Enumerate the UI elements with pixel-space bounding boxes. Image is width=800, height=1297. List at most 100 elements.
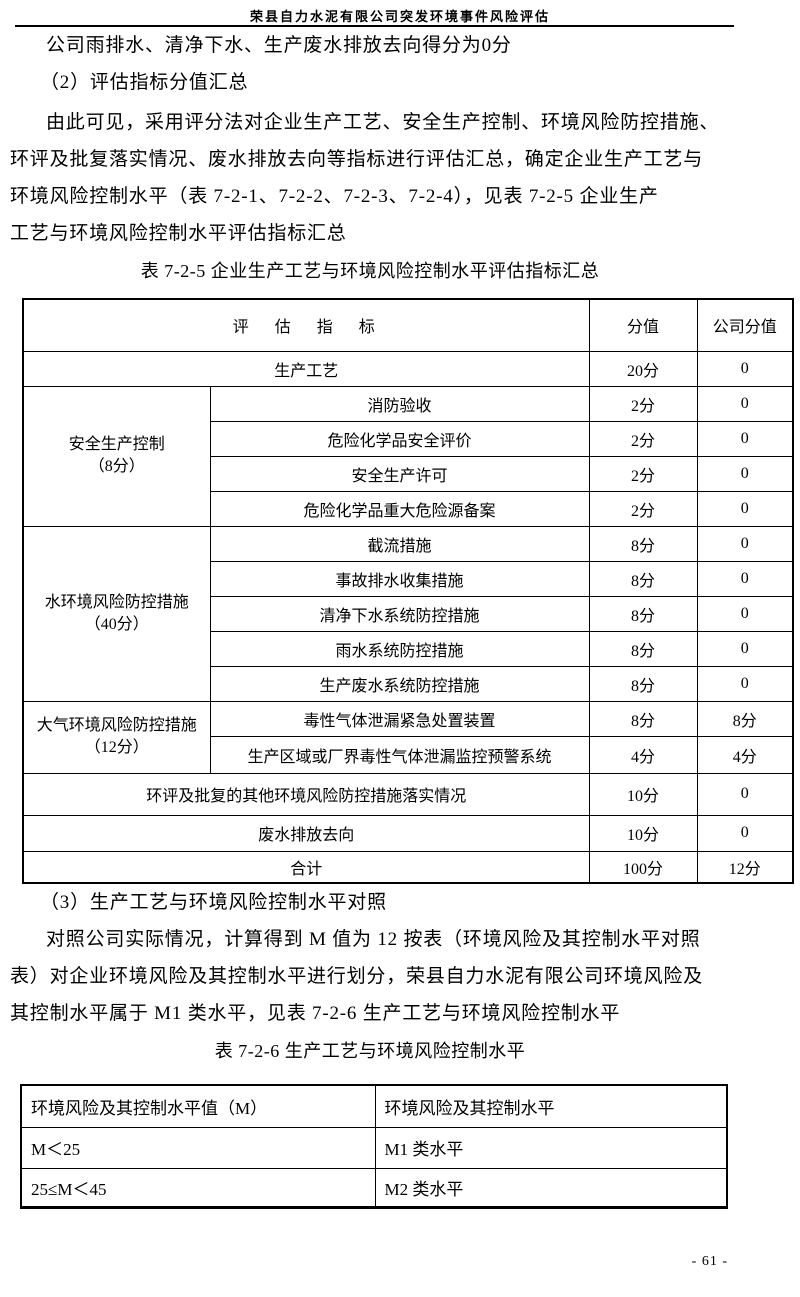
cell-indicator: 废水排放去向 xyxy=(22,814,590,852)
paragraph-line: 环评及批复落实情况、废水排放去向等指标进行评估汇总，确定企业生产工艺与 xyxy=(10,149,704,170)
cell-indicator: 事故排水收集措施 xyxy=(209,560,590,597)
group-name: 大气环境风险防控措施 xyxy=(36,717,197,734)
cell-company-score: 0 xyxy=(696,560,794,597)
group-score: （8分） xyxy=(88,458,145,475)
cell-indicator: 环评及批复的其他环境风险防控措施落实情况 xyxy=(22,772,590,816)
cell-m-range: 25≤M＜45 xyxy=(20,1167,376,1208)
table-7-2-6: 环境风险及其控制水平值（M） 环境风险及其控制水平 M＜25 M1 类水平 25… xyxy=(20,1084,728,1209)
cell-company-score: 8分 xyxy=(696,700,794,737)
table2-caption: 表 7-2-6 生产工艺与环境风险控制水平 xyxy=(214,1041,526,1061)
cell-score: 8分 xyxy=(588,700,698,737)
paragraph-line: 由此可见，采用评分法对企业生产工艺、安全生产控制、环境风险防控措施、 xyxy=(46,112,720,133)
cell-company-score: 4分 xyxy=(696,735,794,774)
table1-caption: 表 7-2-5 企业生产工艺与环境风险控制水平评估指标汇总 xyxy=(140,261,600,281)
paragraph-line: 表）对企业环境风险及其控制水平进行划分，荣县自力水泥有限公司环境风险及 xyxy=(10,966,704,987)
cell-score: 4分 xyxy=(588,735,698,774)
paragraph-score-conclusion: 公司雨排水、清净下水、生产废水排放去向得分为0分 xyxy=(46,35,512,56)
table-row: 事故排水收集措施 8分 0 xyxy=(23,560,794,597)
group-name: 安全生产控制 xyxy=(68,436,165,453)
table-row: 大气环境风险防控措施 （12分） 毒性气体泄漏紧急处置装置 8分 8分 xyxy=(22,700,794,774)
cell-indicator: 清净下水系统防控措施 xyxy=(209,595,590,632)
paragraph-line: 其控制水平属于 M1 类水平，见表 7-2-6 生产工艺与环境风险控制水平 xyxy=(10,1003,621,1024)
cell-indicator: 生产废水系统防控措施 xyxy=(209,665,590,702)
group-cell-water-risk: 水环境风险防控措施 （40分） xyxy=(22,525,211,702)
section-heading-2: （2）评估指标分值汇总 xyxy=(40,72,249,93)
cell-score: 8分 xyxy=(588,595,698,632)
cell-indicator: 消防验收 xyxy=(209,385,590,422)
header-cell-company-score: 公司分值 xyxy=(696,298,794,352)
body-content-2: （3）生产工艺与环境风险控制水平对照 对照公司实际情况，计算得到 M 值为 12… xyxy=(10,884,730,1032)
paragraph-comparison: 对照公司实际情况，计算得到 M 值为 12 按表（环境风险及其控制水平对照 表）… xyxy=(10,921,730,1032)
table-row: 生产工艺 20分 0 xyxy=(22,350,794,387)
table-row: 环评及批复的其他环境风险防控措施落实情况 10分 0 xyxy=(22,772,794,816)
cell-score: 20分 xyxy=(588,350,698,387)
cell-score: 8分 xyxy=(588,525,698,562)
table-row: 清净下水系统防控措施 8分 0 xyxy=(23,595,794,632)
cell-level: M1 类水平 xyxy=(374,1126,728,1169)
group-score: （12分） xyxy=(84,739,149,756)
paragraph-line: 环境风险控制水平（表 7-2-1、7-2-2、7-2-3、7-2-4），见表 7… xyxy=(10,186,659,207)
cell-indicator: 危险化学品重大危险源备案 xyxy=(209,490,590,527)
group-cell-air-risk: 大气环境风险防控措施 （12分） xyxy=(22,700,211,774)
cell-indicator: 安全生产许可 xyxy=(209,455,590,492)
cell-score: 100分 xyxy=(588,850,698,884)
cell-score: 2分 xyxy=(588,490,698,527)
table-7-2-5: 评 估 指 标 分值 公司分值 生产工艺 20分 0 安全生产控制 （8分） 消… xyxy=(22,298,795,884)
group-name: 水环境风险防控措施 xyxy=(44,593,189,611)
table-row: 25≤M＜45 M2 类水平 xyxy=(20,1167,728,1208)
group-cell-safety-control: 安全生产控制 （8分） xyxy=(22,385,211,527)
table-row: 水环境风险防控措施 （40分） 截流措施 8分 0 xyxy=(22,525,794,702)
cell-score: 2分 xyxy=(588,420,698,457)
header-rule xyxy=(15,25,734,27)
header-cell-m-value: 环境风险及其控制水平值（M） xyxy=(20,1084,376,1128)
group-score: （40分） xyxy=(84,615,149,633)
cell-score: 8分 xyxy=(588,630,698,667)
cell-indicator: 危险化学品安全评价 xyxy=(209,420,590,457)
cell-company-score: 0 xyxy=(696,630,794,667)
table-row: 安全生产许可 2分 0 xyxy=(23,455,794,492)
cell-company-score: 0 xyxy=(696,490,794,527)
paragraph-line: 工艺与环境风险控制水平评估指标汇总 xyxy=(10,223,347,244)
cell-m-range: M＜25 xyxy=(20,1126,376,1169)
cell-indicator: 合计 xyxy=(22,850,590,884)
cell-company-score: 0 xyxy=(696,455,794,492)
header-cell-level: 环境风险及其控制水平 xyxy=(374,1084,728,1128)
header-cell-indicator: 评 估 指 标 xyxy=(22,298,590,352)
table-row: 雨水系统防控措施 8分 0 xyxy=(23,630,794,667)
table-row: 生产区域或厂界毒性气体泄漏监控预警系统 4分 4分 xyxy=(23,735,794,774)
doc-header-title: 荣县自力水泥有限公司突发环境事件风险评估 xyxy=(249,9,550,24)
cell-company-score: 0 xyxy=(696,814,794,852)
cell-score: 2分 xyxy=(588,385,698,422)
cell-indicator: 生产工艺 xyxy=(22,350,590,387)
table-row: 生产废水系统防控措施 8分 0 xyxy=(23,665,794,702)
page-number: - 61 - xyxy=(691,1254,728,1269)
cell-indicator: 雨水系统防控措施 xyxy=(209,630,590,667)
cell-company-score: 0 xyxy=(696,665,794,702)
cell-indicator: 毒性气体泄漏紧急处置装置 xyxy=(209,700,590,737)
cell-level: M2 类水平 xyxy=(374,1167,728,1208)
cell-company-score: 0 xyxy=(696,420,794,457)
header-cell-score: 分值 xyxy=(588,298,698,352)
table-row-total: 合计 100分 12分 xyxy=(22,850,794,884)
cell-score: 10分 xyxy=(588,814,698,852)
body-content: 公司雨排水、清净下水、生产废水排放去向得分为0分 （2）评估指标分值汇总 由此可… xyxy=(10,27,730,252)
cell-score: 2分 xyxy=(588,455,698,492)
table-row: 废水排放去向 10分 0 xyxy=(22,814,794,852)
section-heading-3: （3）生产工艺与环境风险控制水平对照 xyxy=(40,892,387,913)
cell-score: 8分 xyxy=(588,665,698,702)
table-row: 危险化学品安全评价 2分 0 xyxy=(23,420,794,457)
table-row: 危险化学品重大危险源备案 2分 0 xyxy=(23,490,794,527)
cell-company-score: 0 xyxy=(696,385,794,422)
paragraph-summary: 由此可见，采用评分法对企业生产工艺、安全生产控制、环境风险防控措施、 环评及批复… xyxy=(10,104,730,252)
table-header-row: 环境风险及其控制水平值（M） 环境风险及其控制水平 xyxy=(20,1084,728,1128)
cell-indicator: 截流措施 xyxy=(209,525,590,562)
cell-score: 10分 xyxy=(588,772,698,816)
cell-company-score: 0 xyxy=(696,595,794,632)
cell-company-score: 0 xyxy=(696,525,794,562)
table-row: M＜25 M1 类水平 xyxy=(20,1126,728,1169)
cell-indicator: 生产区域或厂界毒性气体泄漏监控预警系统 xyxy=(209,735,590,774)
cell-score: 8分 xyxy=(588,560,698,597)
table-row: 安全生产控制 （8分） 消防验收 2分 0 xyxy=(22,385,794,527)
cell-company-score: 0 xyxy=(696,772,794,816)
